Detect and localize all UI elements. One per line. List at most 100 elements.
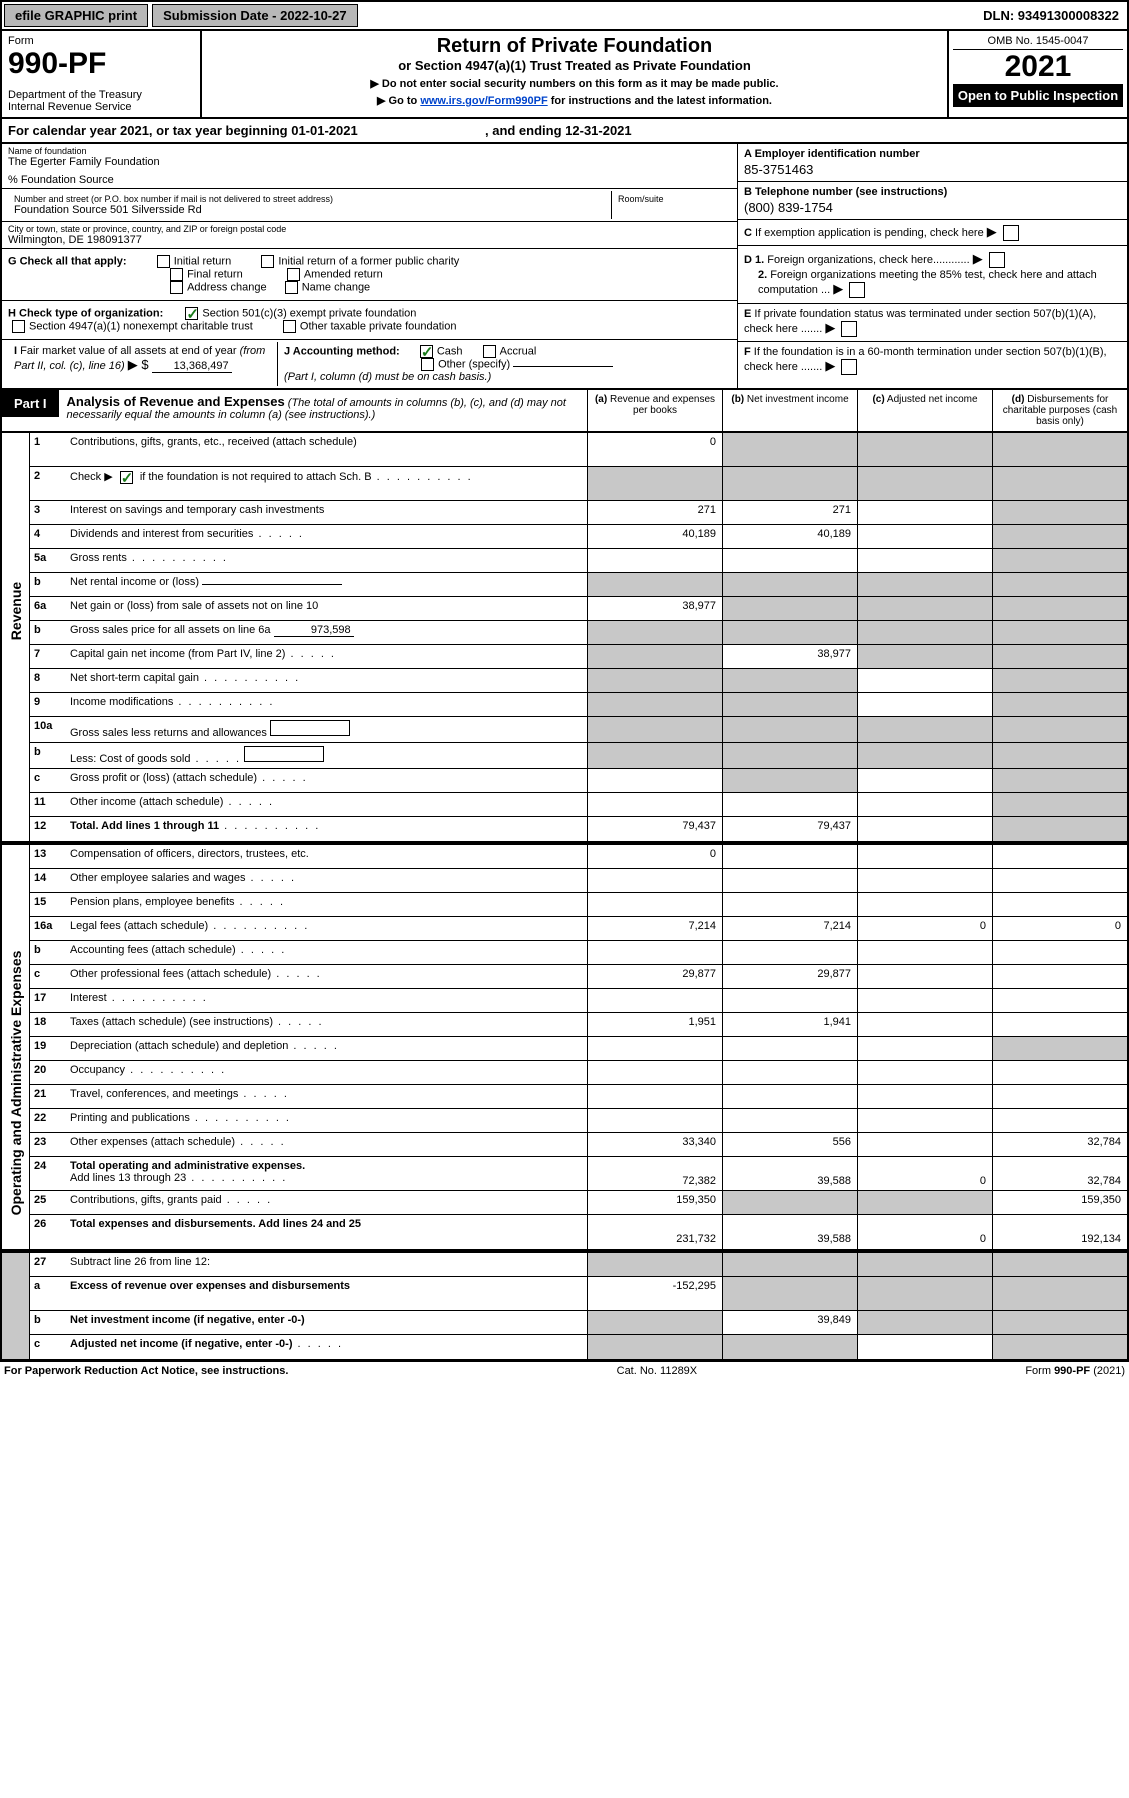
j-cash-checkbox[interactable] [420,345,433,358]
g-initial-public: Initial return of a former public charit… [278,255,459,267]
r2-checkbox[interactable] [120,471,133,484]
row-22: 22 Printing and publications [30,1109,1127,1133]
row-2: 2 Check ▶ if the foundation is not requi… [30,467,1127,501]
g-name-checkbox[interactable] [285,281,298,294]
r14-b [722,869,857,892]
r27b-num: b [30,1311,66,1334]
j-other-checkbox[interactable] [421,358,434,371]
r27-b [722,1253,857,1276]
footer-left: For Paperwork Reduction Act Notice, see … [4,1365,288,1377]
g-final-checkbox[interactable] [170,268,183,281]
r27-desc: Subtract line 26 from line 12: [66,1253,587,1276]
r9-num: 9 [30,693,66,716]
g-amended: Amended return [304,268,383,280]
row-25: 25 Contributions, gifts, grants paid 159… [30,1191,1127,1215]
city-value: Wilmington, DE 198091377 [8,234,731,246]
g-initial-public-checkbox[interactable] [261,255,274,268]
r18-d [992,1013,1127,1036]
r14-a [587,869,722,892]
r20-num: 20 [30,1061,66,1084]
r16a-b: 7,214 [722,917,857,940]
r12-d [992,817,1127,841]
r26-a: 231,732 [587,1215,722,1249]
d1-checkbox[interactable] [989,252,1005,268]
r27-d [992,1253,1127,1276]
city-row: City or town, state or province, country… [2,222,737,249]
efile-print-button[interactable]: efile GRAPHIC print [4,4,148,27]
r27-a [587,1253,722,1276]
row-16b: b Accounting fees (attach schedule) [30,941,1127,965]
r18-desc: Taxes (attach schedule) (see instruction… [66,1013,587,1036]
r27-c [857,1253,992,1276]
row-14: 14 Other employee salaries and wages [30,869,1127,893]
r13-a: 0 [587,845,722,868]
r27c-num: c [30,1335,66,1359]
info-right: A Employer identification number 85-3751… [737,144,1127,388]
r9-c [857,693,992,716]
tax-year: 2021 [953,50,1123,84]
h-501c3: Section 501(c)(3) exempt private foundat… [202,307,416,319]
topbar: efile GRAPHIC print Submission Date - 20… [0,0,1129,31]
r15-c [857,893,992,916]
r14-d [992,869,1127,892]
r16b-a [587,941,722,964]
r18-b: 1,941 [722,1013,857,1036]
header-right: OMB No. 1545-0047 2021 Open to Public In… [947,31,1127,117]
h-other-checkbox[interactable] [283,320,296,333]
r22-num: 22 [30,1109,66,1132]
r4-num: 4 [30,525,66,548]
row-19: 19 Depreciation (attach schedule) and de… [30,1037,1127,1061]
r21-num: 21 [30,1085,66,1108]
header-center: Return of Private Foundation or Section … [202,31,947,117]
c-checkbox[interactable] [1003,225,1019,241]
g-initial-checkbox[interactable] [157,255,170,268]
r12-a: 79,437 [587,817,722,841]
row-8: 8 Net short-term capital gain [30,669,1127,693]
d2-checkbox[interactable] [849,282,865,298]
r1-desc: Contributions, gifts, grants, etc., rece… [66,433,587,466]
r7-num: 7 [30,645,66,668]
r10b-d [992,743,1127,768]
f-label: If the foundation is in a 60-month termi… [744,346,1107,373]
row-6a: 6a Net gain or (loss) from sale of asset… [30,597,1127,621]
h-4947-checkbox[interactable] [12,320,25,333]
r20-desc: Occupancy [66,1061,587,1084]
g-amended-checkbox[interactable] [287,268,300,281]
r27b-desc: Net investment income (if negative, ente… [66,1311,587,1334]
row-4: 4 Dividends and interest from securities… [30,525,1127,549]
expenses-label: Operating and Administrative Expenses [8,883,24,1283]
j-accrual-checkbox[interactable] [483,345,496,358]
r17-a [587,989,722,1012]
ein-label: A Employer identification number [744,148,920,160]
row-10b: b Less: Cost of goods sold [30,743,1127,769]
r24-num: 24 [30,1157,66,1190]
r14-desc: Other employee salaries and wages [66,869,587,892]
r8-a [587,669,722,692]
r6a-c [857,597,992,620]
h-501c3-checkbox[interactable] [185,307,198,320]
r13-c [857,845,992,868]
r2-b [722,467,857,500]
part1-desc: Analysis of Revenue and Expenses (The to… [59,390,587,431]
f-checkbox[interactable] [841,359,857,375]
instructions-link[interactable]: www.irs.gov/Form990PF [420,95,547,107]
r27b-a [587,1311,722,1334]
r11-b [722,793,857,816]
open-public-badge: Open to Public Inspection [953,84,1123,107]
g-address-checkbox[interactable] [170,281,183,294]
e-checkbox[interactable] [841,321,857,337]
r10a-d [992,717,1127,742]
r24-d: 32,784 [992,1157,1127,1190]
r16b-num: b [30,941,66,964]
r22-d [992,1109,1127,1132]
city-label: City or town, state or province, country… [8,224,731,234]
r15-b [722,893,857,916]
ij-row: I Fair market value of all assets at end… [2,340,737,388]
r26-b: 39,588 [722,1215,857,1249]
r19-num: 19 [30,1037,66,1060]
foundation-name: The Egerter Family Foundation [8,156,731,168]
g-name: Name change [302,281,371,293]
r10a-a [587,717,722,742]
row-3: 3 Interest on savings and temporary cash… [30,501,1127,525]
r15-desc: Pension plans, employee benefits [66,893,587,916]
